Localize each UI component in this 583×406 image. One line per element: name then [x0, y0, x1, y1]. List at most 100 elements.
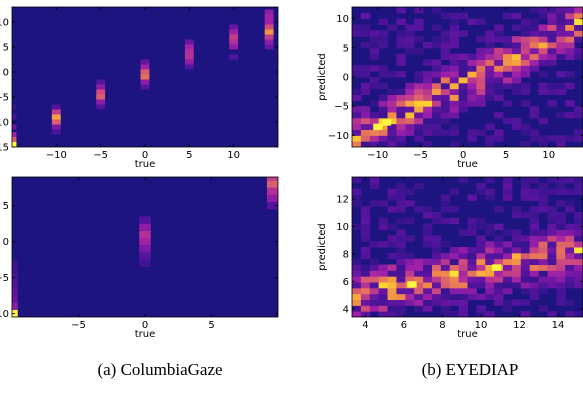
heatmap-cell	[503, 282, 513, 289]
heatmap-cell	[449, 129, 460, 136]
heatmap-cell	[378, 299, 389, 306]
heatmap-cell	[565, 71, 575, 78]
heatmap-cell	[529, 264, 540, 271]
heatmap-cell	[405, 129, 415, 136]
heatmap-cell	[369, 182, 380, 190]
heatmap-cell	[458, 53, 468, 60]
heatmap-cell	[423, 112, 433, 119]
heatmap-cell	[538, 258, 548, 265]
heatmap-cell	[574, 53, 583, 60]
heatmap-cell	[485, 293, 495, 300]
heatmap-cell	[476, 264, 486, 271]
heatmap-cell	[458, 94, 468, 101]
heatmap-cell	[12, 288, 18, 296]
heatmap-cell	[431, 217, 442, 225]
heatmap-cell	[520, 100, 531, 107]
heatmap-cell	[494, 270, 504, 277]
heatmap-cell	[12, 137, 17, 142]
heatmap-cell	[520, 71, 531, 78]
heatmap-cell	[440, 30, 451, 37]
heatmap-cell	[476, 100, 486, 107]
heatmap-cell	[529, 7, 540, 14]
heatmap-cell	[467, 258, 477, 265]
x-tick-label: −5	[71, 320, 86, 331]
heatmap-cell	[458, 177, 468, 184]
heatmap-cell	[440, 252, 451, 260]
heatmap-cell	[485, 135, 495, 142]
heatmap-cell	[520, 241, 531, 248]
heatmap-cell	[503, 71, 513, 78]
heatmap-cell	[414, 129, 424, 136]
heatmap-cell	[431, 82, 442, 90]
heatmap-cell	[511, 77, 522, 84]
heatmap-cell	[556, 82, 566, 90]
heatmap-cell	[467, 270, 477, 277]
heatmap-cell	[476, 258, 486, 265]
heatmap-cell	[360, 282, 371, 289]
heatmap-cell	[378, 270, 389, 277]
heatmap-cell	[139, 230, 151, 239]
heatmap-cell	[184, 54, 194, 60]
heatmap-cell	[369, 100, 380, 107]
x-tick-label: 14	[552, 320, 565, 331]
heatmap-cell	[485, 264, 495, 271]
heatmap-cell	[529, 229, 540, 236]
heatmap-cell	[405, 287, 415, 295]
heatmap-cell	[494, 65, 504, 72]
heatmap-cell	[352, 30, 362, 37]
heatmap-cell	[467, 223, 477, 230]
heatmap-cell	[423, 77, 433, 84]
heatmap-cell	[405, 252, 415, 260]
heatmap-cell	[485, 258, 495, 265]
heatmap-cell	[378, 94, 389, 101]
heatmap-cell	[369, 135, 380, 142]
heatmap-cell	[476, 77, 486, 84]
heatmap-cell	[378, 217, 389, 225]
heatmap-cell	[476, 129, 486, 136]
heatmap-cell	[423, 123, 433, 130]
heatmap-cell	[538, 305, 548, 312]
heatmap-cell	[396, 100, 406, 107]
heatmap-cell	[440, 293, 451, 300]
heatmap-cell	[414, 88, 424, 95]
heatmap-cell	[547, 53, 557, 60]
heatmap-cell	[360, 287, 371, 295]
heatmap-cell	[139, 216, 151, 224]
heatmap-cell	[369, 287, 380, 295]
heatmap-cell	[467, 247, 477, 254]
heatmap-cell	[414, 287, 424, 295]
heatmap-cell	[360, 112, 371, 119]
heatmap-cell	[458, 12, 468, 20]
heatmap-cell	[494, 77, 504, 84]
heatmap-cell	[440, 200, 451, 207]
heatmap-cell	[503, 59, 513, 66]
heatmap-cell	[414, 112, 424, 119]
heatmap-cell	[538, 135, 548, 142]
heatmap-cell	[360, 123, 371, 130]
heatmap-cell	[423, 229, 433, 236]
heatmap-cell	[565, 264, 575, 271]
heatmap-cell	[449, 270, 460, 277]
heatmap-cell	[405, 36, 415, 43]
heatmap-cell	[352, 88, 362, 95]
heatmap-cell	[396, 252, 406, 260]
heatmap-cell	[574, 229, 583, 236]
heatmap-cell	[556, 229, 566, 236]
heatmap-cell	[396, 206, 406, 213]
heatmap-cell	[266, 180, 278, 188]
heatmap-cell	[485, 229, 495, 236]
heatmap-cell	[449, 65, 460, 72]
heatmap-cell	[396, 53, 406, 60]
heatmap-cell	[476, 71, 486, 78]
heatmap-cell	[414, 282, 424, 289]
heatmap-cell	[547, 59, 557, 66]
heatmap-cell	[360, 270, 371, 277]
heatmap-cell	[352, 71, 362, 78]
heatmap-cell	[574, 106, 583, 113]
heatmap-cell	[387, 94, 397, 101]
heatmap-cell	[467, 18, 477, 25]
heatmap-cell	[352, 141, 362, 147]
heatmap-cell	[352, 282, 362, 289]
heatmap-cell	[547, 18, 557, 25]
heatmap-cell	[476, 217, 486, 225]
